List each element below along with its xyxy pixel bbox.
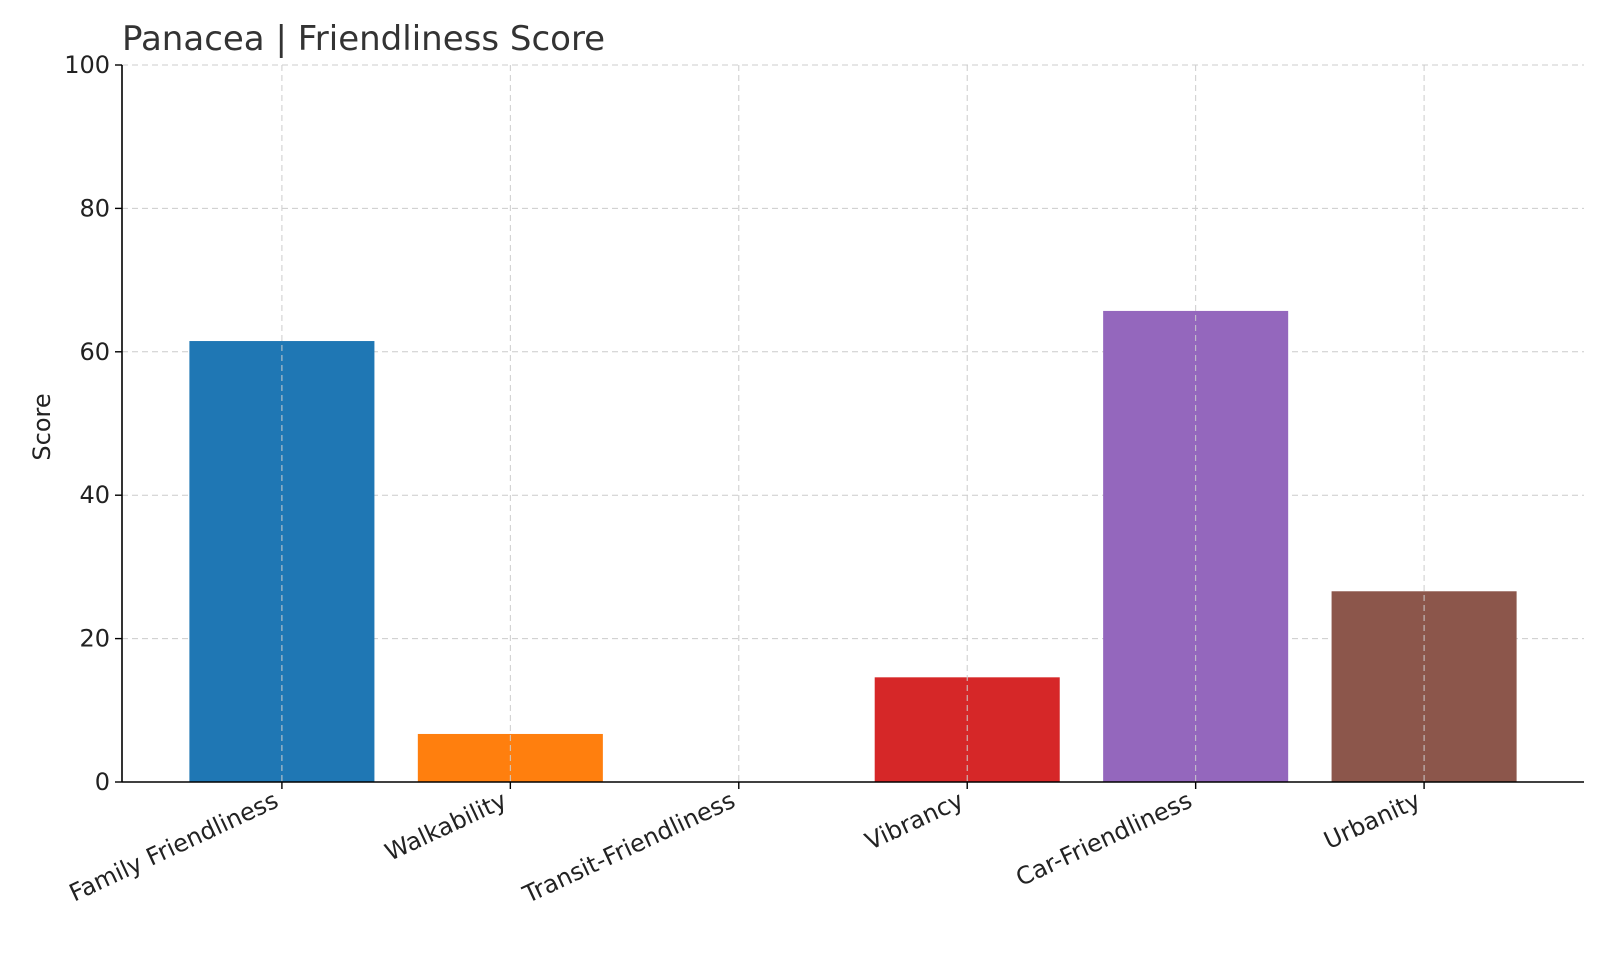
y-tick-label: 40: [79, 481, 110, 509]
x-tick-label: Walkability: [381, 786, 511, 867]
y-tick-label: 80: [79, 194, 110, 222]
x-tick-label: Vibrancy: [861, 786, 968, 856]
y-tick-label: 0: [95, 768, 110, 796]
x-tick-label: Family Friendliness: [65, 786, 283, 907]
x-tick-label: Urbanity: [1320, 786, 1425, 855]
y-axis-label: Score: [28, 393, 56, 460]
y-tick-label: 20: [79, 625, 110, 653]
y-tick-label: 60: [79, 338, 110, 366]
y-tick-label: 100: [64, 51, 110, 79]
axes: [115, 64, 1584, 789]
x-tick-label: Transit-Friendliness: [518, 786, 739, 909]
bars: [189, 65, 1517, 782]
x-tick-label: Car-Friendliness: [1012, 786, 1197, 892]
chart-title: Panacea | Friendliness Score: [122, 19, 605, 59]
